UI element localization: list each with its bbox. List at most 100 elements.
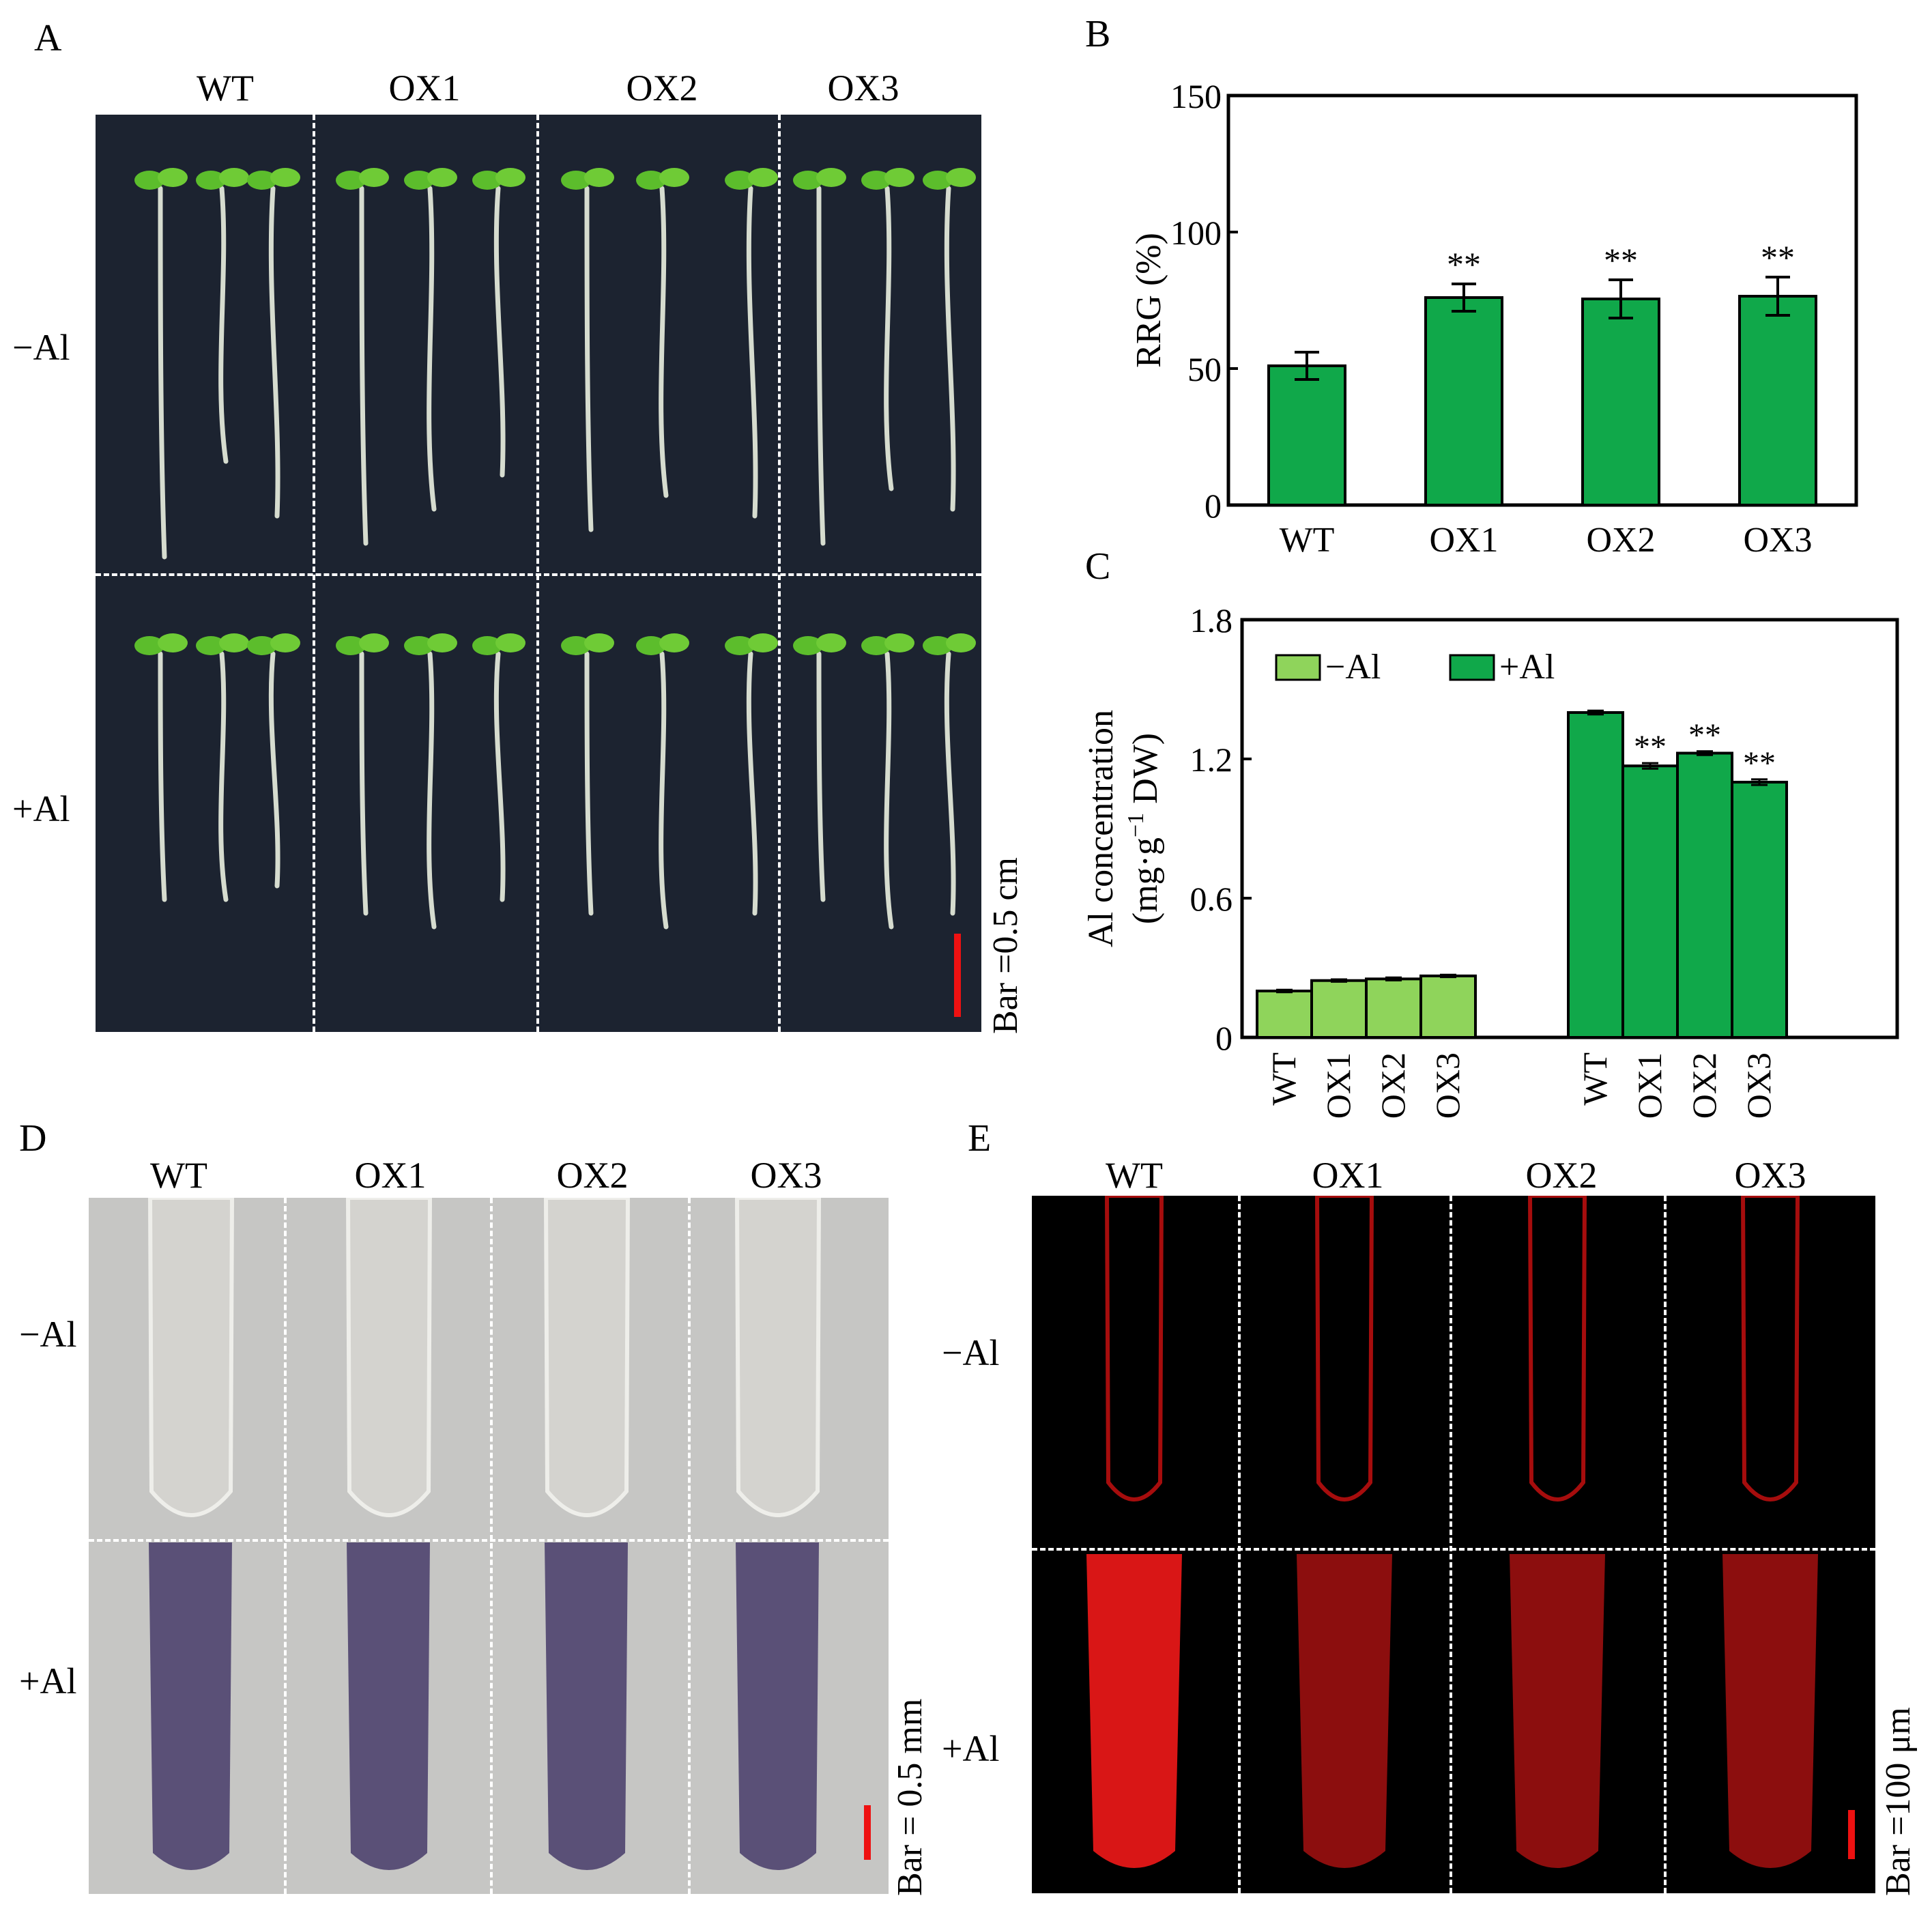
- seedling-cotyledon: [636, 171, 666, 190]
- seedling-root: [268, 186, 280, 519]
- legend-swatch: [1275, 654, 1321, 681]
- seedling-cotyledon: [861, 636, 891, 655]
- y-tick-label: 100: [1170, 214, 1222, 252]
- seedling-cotyledon: [427, 168, 457, 187]
- bar-ox3: [1738, 295, 1817, 506]
- bar-ox1: [1424, 296, 1503, 506]
- root-tip-faint-signal: [1740, 1196, 1800, 1502]
- panel-letter-e: E: [968, 1117, 992, 1160]
- root-tip-faint-signal: [1314, 1196, 1374, 1502]
- legend-label: −Al: [1325, 648, 1381, 687]
- al-concentration-bar-chart: 0 0.6 1.2 1.8 Al concentration (mg·g−1 DW) WT O…: [1082, 601, 1899, 1119]
- seedling-root: [359, 186, 369, 546]
- root-tip-stained: [149, 1542, 232, 1870]
- significance-mark: **: [1688, 717, 1721, 753]
- seedling-cotyledon: [725, 636, 755, 655]
- panel-a-scale-label: Bar =0.5 cm: [986, 857, 1025, 1034]
- bar-plus-al-ox2: [1676, 751, 1733, 1039]
- panel-a-col-wt: WT: [197, 68, 254, 109]
- seedling-cotyledon: [748, 633, 778, 652]
- panel-letter-a: A: [34, 17, 62, 59]
- x-tick-label: WT: [1265, 1052, 1303, 1106]
- seedling-cotyledon: [219, 633, 249, 652]
- root-tips-brightfield: [147, 1198, 822, 1870]
- seedling-cotyledon: [196, 171, 226, 190]
- panel-letter-d: D: [19, 1117, 47, 1160]
- seedling-cotyledon: [748, 168, 778, 187]
- seedling-cotyledon: [659, 168, 689, 187]
- panel-d-scale-label: Bar = 0.5 mm: [891, 1698, 929, 1896]
- seedling-cotyledon: [359, 633, 389, 652]
- panel-d-col-ox1: OX1: [354, 1155, 427, 1196]
- seedling-cotyledon: [158, 633, 188, 652]
- bar-minus-al-ox3: [1419, 974, 1477, 1039]
- bar-wt: [1267, 364, 1346, 506]
- panel-e-col-ox1: OX1: [1312, 1155, 1384, 1196]
- significance-mark: **: [1761, 238, 1795, 276]
- panel-e-col-ox2: OX2: [1525, 1155, 1598, 1196]
- seedling-root: [218, 651, 229, 902]
- significance-mark: **: [1604, 241, 1638, 279]
- root-tip-unstained: [345, 1198, 433, 1517]
- bar-plus-al-ox3: [1731, 781, 1788, 1039]
- seedling-root: [659, 186, 669, 498]
- y-tick-label: 150: [1170, 77, 1222, 115]
- panel-d-root-stain-photo: [89, 1198, 889, 1894]
- seedling-cotyledon: [584, 168, 614, 187]
- x-tick-label: OX3: [1740, 1052, 1778, 1119]
- legend-label: +Al: [1499, 648, 1555, 687]
- panel-letter-b: B: [1085, 13, 1111, 55]
- seedling-cotyledon: [196, 636, 226, 655]
- y-axis-label-line1: Al concentration: [1082, 710, 1121, 947]
- seedling-cotyledon: [816, 168, 846, 187]
- seedling-cotyledon: [793, 636, 823, 655]
- panel-e-row-plus-al: +Al: [942, 1728, 1000, 1769]
- y-tick-label: 0: [1205, 487, 1222, 525]
- seedling-cotyledon: [584, 633, 614, 652]
- seedling-cotyledon: [472, 636, 502, 655]
- root-tip-stained: [736, 1542, 819, 1870]
- seedling-root: [884, 186, 894, 491]
- panel-a-col-ox2: OX2: [626, 68, 698, 109]
- panel-a-row-minus-al: −Al: [12, 327, 70, 368]
- panel-d-col-ox3: OX3: [750, 1155, 822, 1196]
- x-tick-label: OX3: [1743, 521, 1812, 560]
- significance-mark: **: [1743, 745, 1776, 781]
- bar-plus-al-ox1: [1621, 764, 1679, 1039]
- seedlings-illustration: [134, 168, 976, 930]
- x-tick-label: OX1: [1429, 521, 1498, 560]
- seedling-cotyledon: [427, 633, 457, 652]
- x-tick-label: WT: [1280, 521, 1335, 560]
- root-tip-unstained: [543, 1198, 631, 1517]
- seedling-root: [659, 651, 669, 930]
- seedling-root: [816, 651, 826, 902]
- seedling-cotyledon: [495, 168, 525, 187]
- x-tick-label: OX3: [1428, 1052, 1467, 1119]
- seedling-cotyledon: [404, 636, 434, 655]
- y-tick-label: 0.6: [1190, 880, 1233, 918]
- panel-d-col-wt: WT: [150, 1155, 207, 1196]
- panel-d-scale-bar: [864, 1805, 871, 1860]
- panel-e-col-ox3: OX3: [1734, 1155, 1806, 1196]
- seedling-root: [493, 651, 506, 902]
- seedling-cotyledon: [472, 171, 502, 190]
- seedling-root: [158, 651, 167, 902]
- root-tip-stained: [545, 1542, 628, 1870]
- seedling-cotyledon: [359, 168, 389, 187]
- panel-d-col-ox2: OX2: [556, 1155, 629, 1196]
- y-axis-label: RRG (%): [1129, 233, 1168, 368]
- seedling-root: [427, 186, 437, 512]
- x-tick-label: OX2: [1685, 1052, 1723, 1119]
- panel-e-row-minus-al: −Al: [942, 1332, 1000, 1373]
- legend-swatch: [1449, 654, 1495, 681]
- x-tick-label: WT: [1576, 1052, 1614, 1106]
- root-tip-strong-signal: [1722, 1554, 1818, 1868]
- bar-minus-al-wt: [1256, 990, 1313, 1039]
- seedling-root: [493, 186, 506, 478]
- seedling-cotyledon: [923, 171, 953, 190]
- seedling-cotyledon: [134, 171, 164, 190]
- y-tick-label: 0: [1215, 1019, 1232, 1057]
- panel-a-row-plus-al: +Al: [12, 788, 70, 829]
- panel-e-col-wt: WT: [1106, 1155, 1163, 1196]
- root-tip-strong-signal: [1297, 1554, 1392, 1868]
